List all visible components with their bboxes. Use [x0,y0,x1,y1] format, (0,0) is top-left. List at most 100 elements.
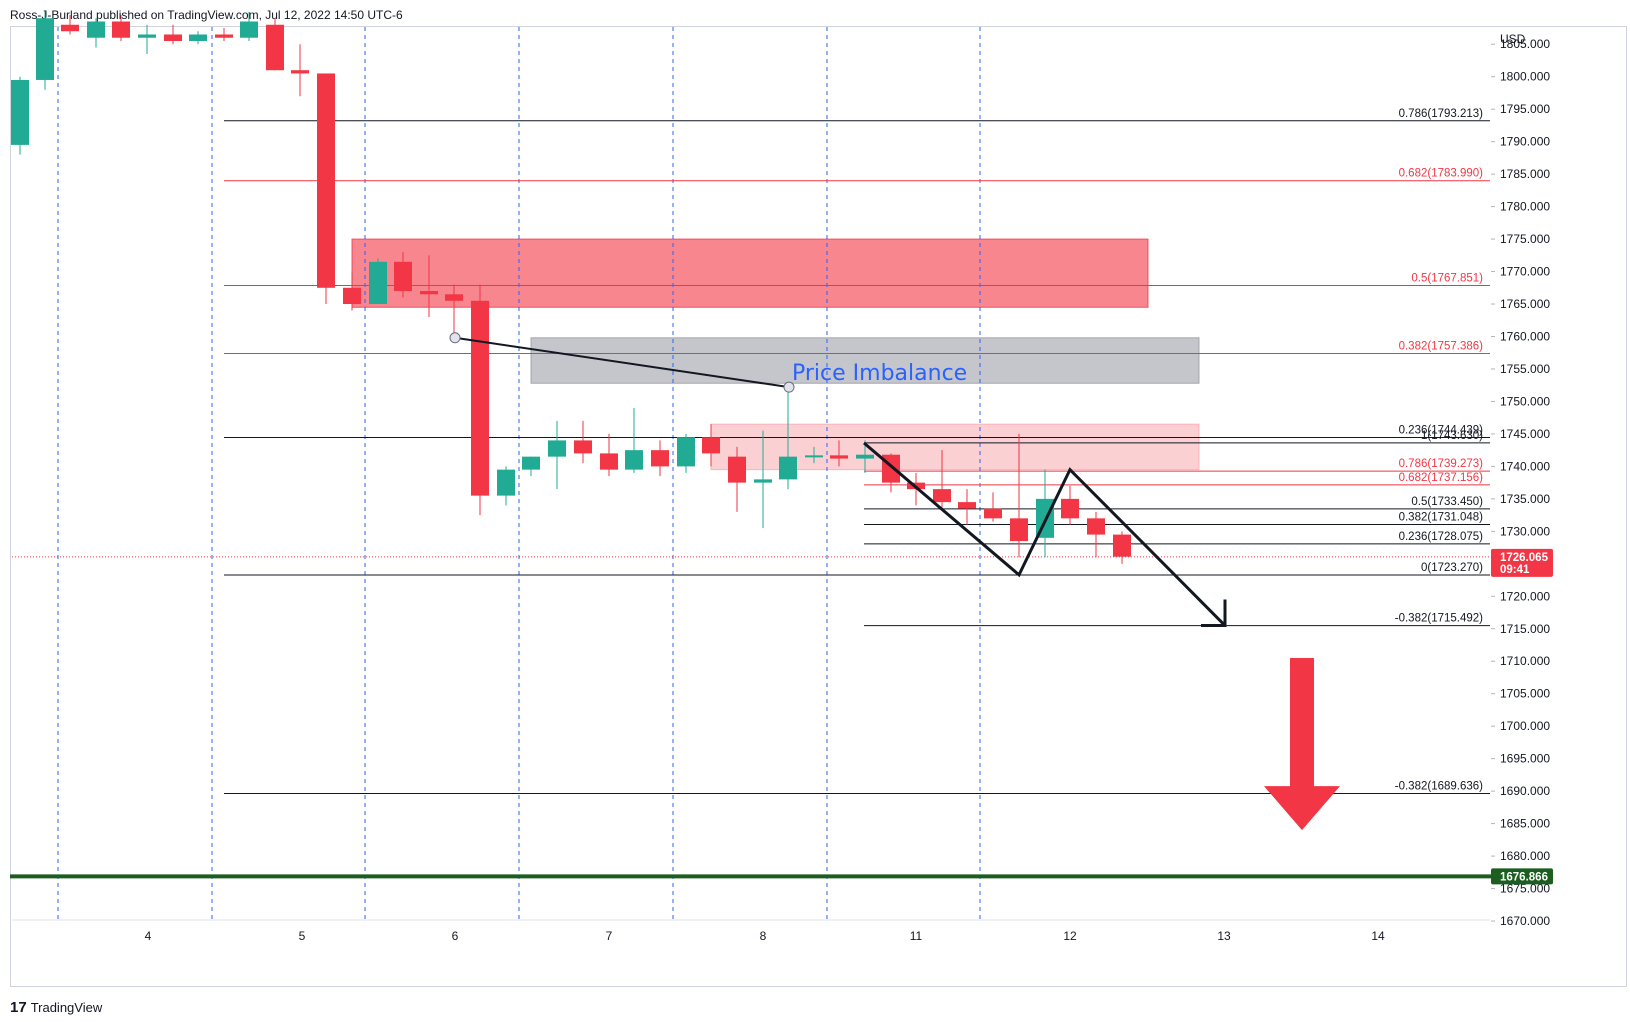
candle-body-41 [1061,498,1079,519]
y-tick-label-4: 1785.000 [1500,167,1550,181]
y-tick-label-21: 1700.000 [1500,719,1550,733]
y-tick-label-7: 1770.000 [1500,265,1550,279]
y-tick-label-11: 1750.000 [1500,394,1550,408]
y-tick-label-19: 1710.000 [1500,654,1550,668]
support-level-value: 1676.866 [1500,871,1548,883]
candle-body-16 [420,291,438,295]
candle-body-37 [958,502,976,509]
candle-body-9 [240,21,258,38]
fib-levels-layer: 0.786(1793.213) 0.682(1783.990) 0.5(1767.8… [10,108,1492,879]
candle-body-11 [291,70,309,74]
fib-level-label-7: 0.682(1737.156) [1399,472,1484,484]
y-tick-label-12: 1745.000 [1500,427,1550,441]
tradingview-brand: TradingView [30,1000,103,1015]
candle-body-14 [369,261,387,305]
y-tick-label-10: 1755.000 [1500,362,1550,376]
time-axis-layer: 4 5 6 7 8 11 12 13 14 [12,919,1490,943]
y-tick-label-18: 1715.000 [1500,622,1550,636]
y-tick-label-27: 1670.000 [1500,914,1550,928]
fib-level-label-9: 0.382(1731.048) [1399,512,1484,524]
y-tick-label-17: 1720.000 [1500,589,1550,603]
drawings-layer: Price Imbalance [449,332,1340,831]
tradingview-logo-icon: 17 [10,999,27,1016]
candle-body-38 [984,508,1002,519]
candle-body-10 [266,24,284,71]
candle-body-32 [830,455,848,459]
price-imbalance-label: Price Imbalance [792,361,967,386]
pattern-projection-path [863,441,1227,627]
x-tick-label-2: 6 [452,929,459,943]
last-price-value: 1726.065 [1500,552,1549,564]
x-tick-label-1: 5 [299,929,306,943]
candle-body-21 [548,440,566,457]
candle-body-15 [394,261,412,292]
y-tick-label-9: 1760.000 [1500,329,1550,343]
candle-body-12 [317,73,335,288]
candle-body-4 [112,21,130,38]
pattern-arrow-head [1201,599,1227,628]
y-tick-label-8: 1765.000 [1500,297,1550,311]
session-lines-layer [57,27,981,920]
fib-level-label-2: 0.5(1767.851) [1411,273,1483,285]
fib-level-label-8: 0.5(1733.450) [1411,496,1483,508]
y-tick-label-25: 1680.000 [1500,849,1550,863]
candle-body-30 [779,456,797,480]
fib-level-label-4: 0.236(1744.439) [1399,425,1484,437]
candle-body-13 [343,287,361,305]
tradingview-footer[interactable]: 17 TradingView [10,999,102,1016]
candle-body-0 [11,79,29,145]
last-price-countdown: 09:41 [1500,564,1530,576]
y-tick-label-13: 1740.000 [1500,459,1550,473]
candle-body-3 [87,21,105,38]
candle-body-5 [138,34,156,38]
y-tick-label-20: 1705.000 [1500,687,1550,701]
y-tick-label-15: 1730.000 [1500,524,1550,538]
candle-body-26 [677,437,695,467]
candle-body-27 [702,437,720,454]
fib-level-label-6: 0.786(1739.273) [1399,458,1484,470]
y-tick-label-22: 1695.000 [1500,752,1550,766]
fib-level-label-13: -0.382(1689.636) [1395,780,1483,792]
y-tick-label-3: 1790.000 [1500,135,1550,149]
candle-body-22 [574,440,592,454]
candle-body-43 [1113,534,1131,557]
fib-level-label-12: -0.382(1715.492) [1395,613,1483,625]
trendline-start-marker [449,332,461,344]
candle-body-17 [445,294,463,301]
candle-body-1 [36,18,54,80]
candle-body-2 [61,24,79,32]
y-tick-label-26: 1675.000 [1500,882,1550,896]
candle-body-31 [805,455,823,458]
x-tick-label-3: 7 [606,929,613,943]
x-tick-label-6: 12 [1063,929,1077,943]
supply-zone [351,238,1149,308]
publisher-header: Ross-J-Burland published on TradingView.… [10,8,403,22]
last-price-badge [1491,548,1553,577]
candle-body-25 [651,450,669,467]
candle-body-18 [471,300,489,496]
x-tick-label-8: 14 [1371,929,1385,943]
y-tick-label-6: 1775.000 [1500,232,1550,246]
x-tick-label-7: 13 [1217,929,1231,943]
fib-level-label-1: 0.682(1783.990) [1399,168,1484,180]
candle-body-19 [497,469,515,496]
candle-body-24 [625,450,643,470]
y-tick-label-23: 1690.000 [1500,784,1550,798]
candle-body-6 [164,34,182,41]
fib-level-label-3: 0.382(1757.386) [1399,340,1484,352]
y-tick-label-14: 1735.000 [1500,492,1550,506]
candle-body-33 [856,454,874,459]
y-tick-label-1: 1800.000 [1500,70,1550,84]
support-level-badge [1491,868,1553,885]
y-tick-label-2: 1795.000 [1500,102,1550,116]
fib-level-label-10: 0.236(1728.075) [1399,531,1484,543]
candle-body-8 [215,34,233,38]
bearish-down-arrow [1264,657,1340,831]
chart-frame [10,26,1627,987]
candle-body-20 [522,456,540,470]
candle-body-39 [1010,518,1028,542]
y-tick-label-0: 1805.000 [1500,37,1550,51]
candle-body-36 [933,489,951,503]
